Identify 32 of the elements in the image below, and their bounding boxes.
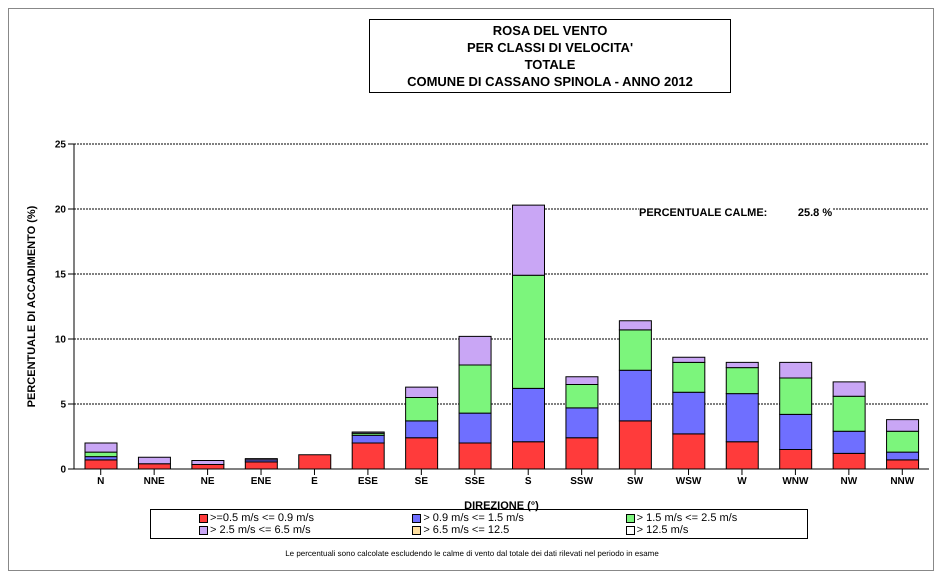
x-tick-label: ESE xyxy=(358,476,378,488)
y-axis-title: PERCENTUALE DI ACCADIMENTO (%) xyxy=(26,205,38,408)
x-tick-label: SW xyxy=(627,476,644,488)
legend-label: > 1.5 m/s <= 2.5 m/s xyxy=(636,512,738,524)
y-tick-label: 10 xyxy=(54,334,66,346)
x-tick-label: W xyxy=(737,476,748,488)
text: Le percentuali sono calcolate escludendo le calme di vento dal totale dei dati rilevati nel periodo in esame xyxy=(284,549,660,558)
x-tick-label: S xyxy=(524,476,532,488)
x-tick-label: SSW xyxy=(570,476,594,488)
x-tick-label: N xyxy=(97,476,104,488)
legend-label: > 12.5 m/s xyxy=(636,524,688,536)
x-tick-label: NW xyxy=(840,476,858,488)
x-tick-label: NE xyxy=(200,476,215,488)
x-tick-label: ENE xyxy=(250,476,272,488)
y-tick-label: 15 xyxy=(54,270,66,281)
x-tick-label: SE xyxy=(414,476,428,488)
chart-title: ROSA DEL VENTO PER CLASSI DI VELOCITA' TOTALE COMUNE DI CASSANO SPINOLA - ANNO 2012 xyxy=(369,19,731,93)
legend-label: > 6.5 m/s <= 12.5 xyxy=(423,524,510,536)
x-tick-label: SSE xyxy=(464,476,486,488)
legend-label: > 2.5 m/s <= 6.5 m/s xyxy=(210,524,311,536)
y-tick-label: 25 xyxy=(54,140,66,151)
y-tick-label: 20 xyxy=(54,204,66,216)
x-tick-label: NNW xyxy=(890,476,915,488)
x-tick-label: E xyxy=(311,476,318,488)
legend-label: >=0.5 m/s <= 0.9 m/s xyxy=(210,512,314,524)
y-tick-label: 5 xyxy=(60,400,66,411)
x-tick-label: WNW xyxy=(782,476,810,488)
y-tick-label: 0 xyxy=(60,464,66,476)
x-tick-label: NNE xyxy=(144,476,166,488)
legend-label: > 0.9 m/s <= 1.5 m/s xyxy=(423,512,524,524)
annotation: PERCENTUALE CALME: 25.8 % xyxy=(639,207,832,219)
x-tick-label: WSW xyxy=(676,476,702,488)
